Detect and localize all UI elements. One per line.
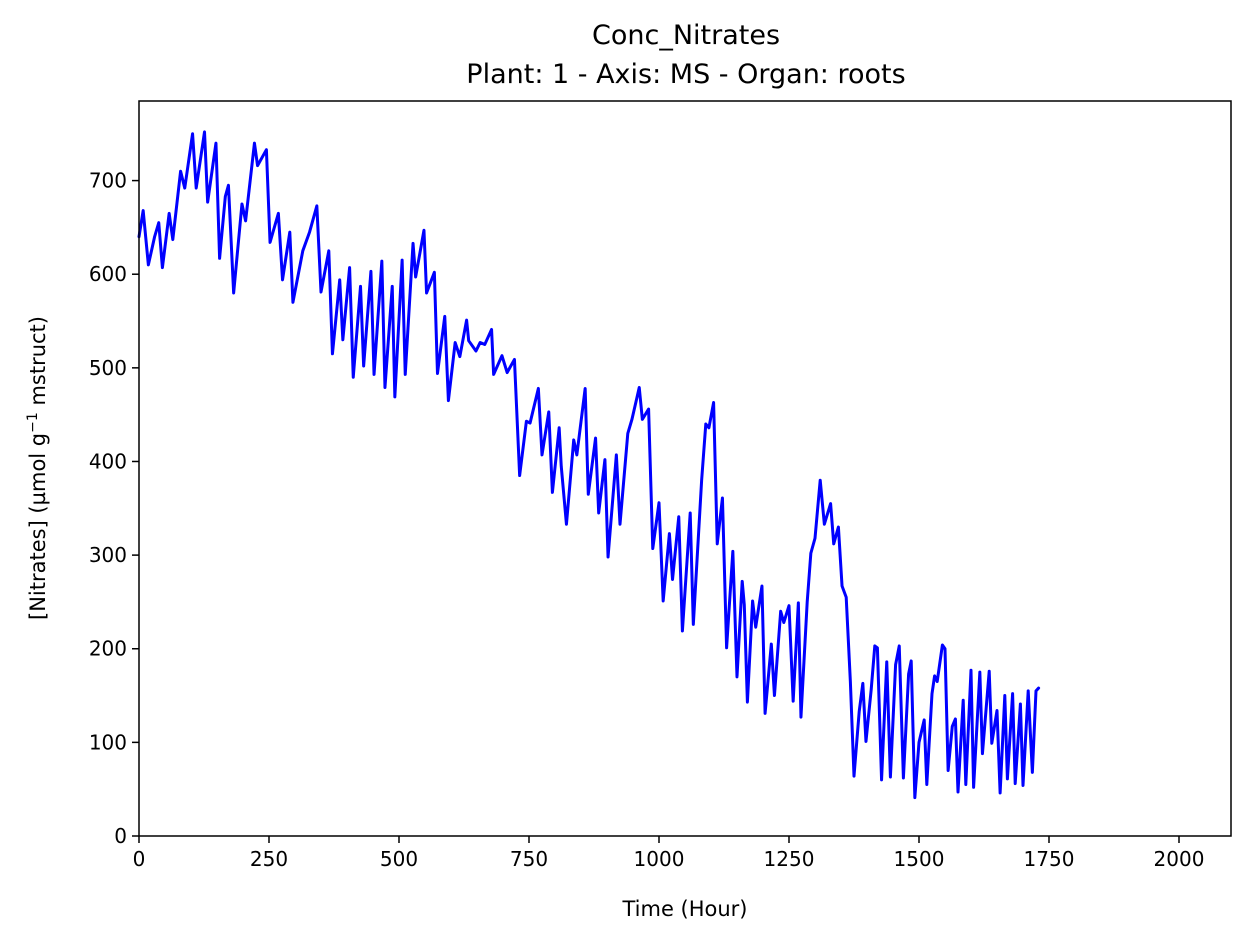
y-axis-label-superscript: −1 [25, 412, 41, 433]
x-tick-label: 250 [250, 847, 288, 871]
x-axis: 0 250 500 750 1000 1250 1500 1750 2000 [133, 836, 1205, 871]
y-tick-label: 0 [114, 824, 127, 848]
x-tick-label: 1250 [764, 847, 815, 871]
chart-subtitle: Plant: 1 - Axis: MS - Organ: roots [466, 59, 905, 90]
x-tick-label: 0 [133, 847, 146, 871]
y-tick-label: 200 [89, 637, 127, 661]
y-tick-label: 600 [89, 262, 127, 286]
y-axis: 0 100 200 300 400 500 600 700 [89, 169, 139, 848]
y-tick-label: 500 [89, 356, 127, 380]
x-tick-label: 1750 [1024, 847, 1075, 871]
x-tick-label: 1000 [634, 847, 685, 871]
plot-frame [138, 100, 1232, 837]
y-tick-label: 400 [89, 449, 127, 473]
x-tick-label: 500 [380, 847, 418, 871]
y-tick-label: 300 [89, 543, 127, 567]
y-tick-label: 700 [89, 169, 127, 193]
series-line [137, 130, 1041, 800]
y-axis-label-suffix: mstruct) [26, 316, 50, 412]
x-tick-label: 1500 [894, 847, 945, 871]
y-axis-label-prefix: [Nitrates] (µmol g [26, 433, 50, 620]
x-tick-label: 2000 [1154, 847, 1205, 871]
y-tick-label: 100 [89, 730, 127, 754]
plot-area [137, 130, 1041, 800]
x-tick-label: 750 [510, 847, 548, 871]
x-axis-label: Time (Hour) [621, 897, 747, 921]
y-axis-label: [Nitrates] (µmol g−1 mstruct) [25, 316, 50, 620]
chart-title: Conc_Nitrates [592, 20, 780, 51]
